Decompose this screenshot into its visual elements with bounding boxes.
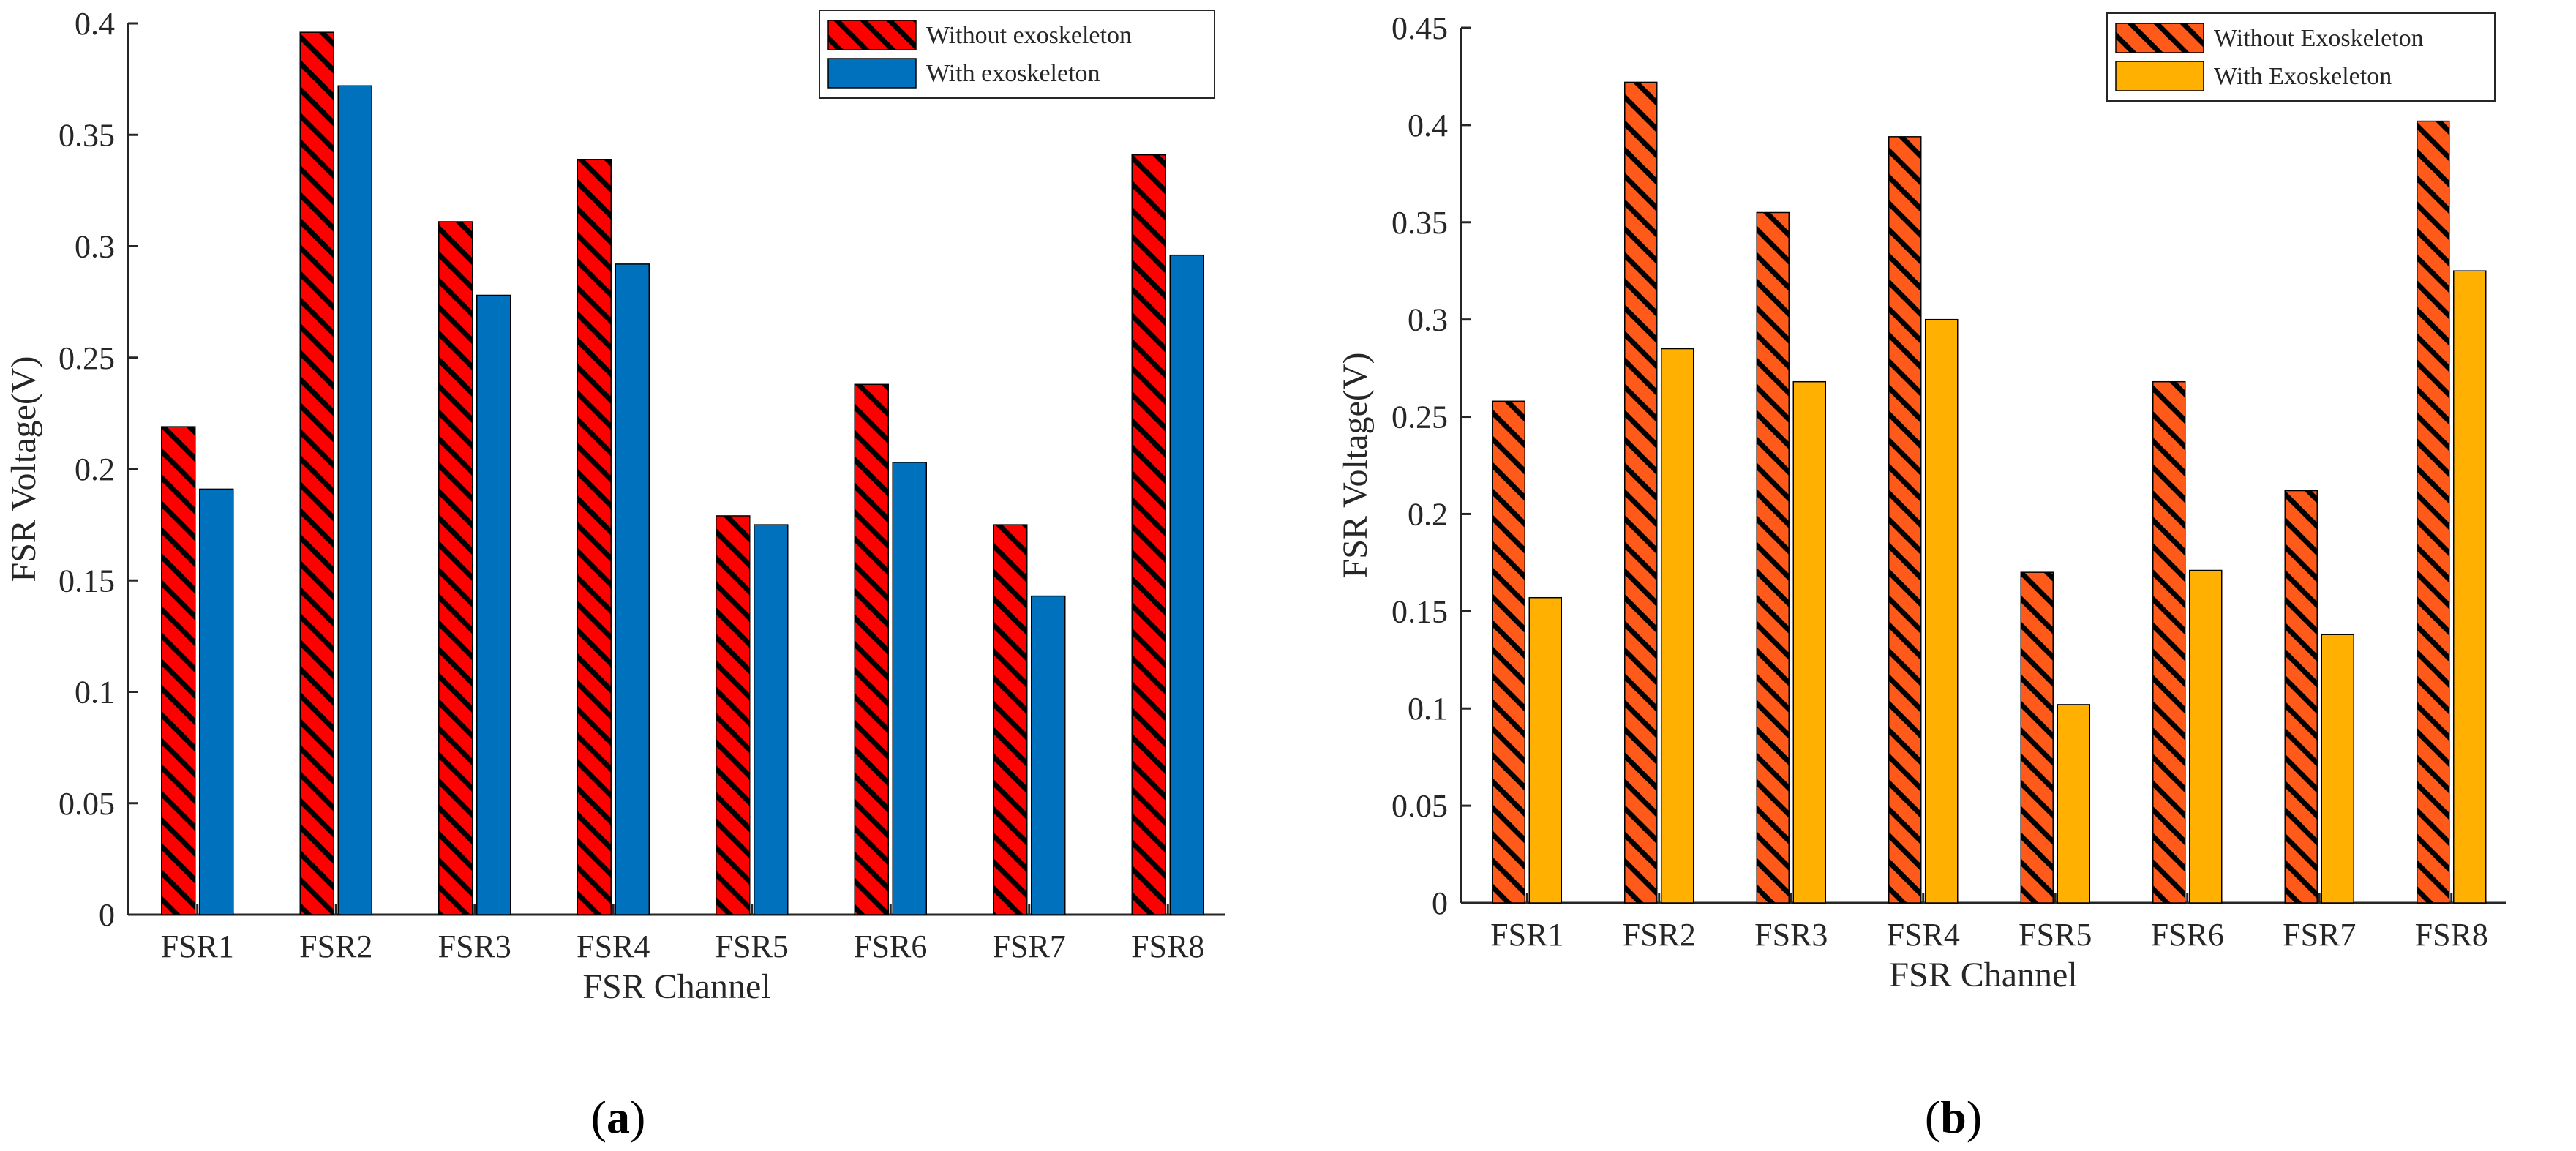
bar-with-exoskeleton <box>199 488 234 915</box>
bar-with-exoskeleton <box>1925 318 1959 904</box>
bar-with-exoskeleton <box>615 263 650 915</box>
x-tick-label: FSR7 <box>993 929 1066 964</box>
y-tick-label: 0.25 <box>1392 400 1448 435</box>
y-tick-label: 0.35 <box>59 117 115 153</box>
x-tick-label: FSR8 <box>2415 917 2488 953</box>
legend-swatch-hatch <box>828 20 916 50</box>
bar-with-exoskeleton <box>2453 270 2487 904</box>
bar-with-exoskeleton <box>754 524 789 915</box>
y-tick-label: 0.1 <box>1408 691 1448 727</box>
y-tick-label: 0.2 <box>1408 496 1448 532</box>
x-axis-title: FSR Channel <box>1889 956 2077 994</box>
y-tick-label: 0.25 <box>59 340 115 376</box>
bar-hatch-overlay <box>855 384 889 915</box>
x-tick-label: FSR1 <box>161 929 234 964</box>
bar-hatch-overlay <box>2152 381 2185 903</box>
y-tick-label: 0.4 <box>1408 108 1448 143</box>
chart-panel-b: 0 0.05 0.1 0.15 0.2 0.25 0.3 0.35 0.4 0.45 FSR1 FSR… <box>1336 10 2506 1143</box>
bar-with-exoskeleton <box>1528 596 1562 904</box>
legend-swatch <box>2115 61 2204 91</box>
x-tick-label: FSR5 <box>716 929 789 964</box>
legend-label: With exoskeleton <box>926 60 1100 87</box>
panel-b-caption-letter: b <box>1940 1091 1967 1143</box>
bar-hatch-overlay <box>1492 401 1525 903</box>
legend-swatch <box>827 58 917 89</box>
y-tick-label: 0.45 <box>1392 10 1448 46</box>
bar-hatch-overlay <box>1132 154 1166 915</box>
y-tick-label: 0.05 <box>59 786 115 822</box>
y-tick-label: 0.05 <box>1392 788 1448 824</box>
x-tick-label: FSR3 <box>1754 917 1828 953</box>
legend: Without exoskeleton With exoskeleton <box>819 10 1215 99</box>
y-tick-label: 0.35 <box>1392 205 1448 241</box>
legend-label: Without exoskeleton <box>926 22 1132 49</box>
bar-with-exoskeleton <box>1169 254 1204 915</box>
bar-hatch-overlay <box>993 525 1027 915</box>
y-tick-label: 0.3 <box>1408 302 1448 338</box>
bar-hatch-overlay <box>577 159 612 915</box>
y-tick-label: 0.4 <box>75 6 115 42</box>
y-axis-title: FSR Voltage(V) <box>4 356 43 582</box>
bar-with-exoskeleton <box>2321 634 2354 904</box>
x-tick-label: FSR7 <box>2283 917 2356 953</box>
x-tick-label: FSR8 <box>1131 929 1204 964</box>
y-tick-label: 0.3 <box>75 229 115 265</box>
bar-hatch-overlay <box>161 427 195 915</box>
y-tick-label: 0 <box>99 897 115 933</box>
x-tick-label: FSR6 <box>2151 917 2224 953</box>
x-tick-label: FSR4 <box>1887 917 1960 953</box>
bar-with-exoskeleton <box>1792 380 1826 904</box>
panel-a-caption: (a) <box>591 1091 646 1143</box>
bar-hatch-overlay <box>1624 82 1657 904</box>
bar-with-exoskeleton <box>2189 569 2223 904</box>
x-tick-label: FSR1 <box>1490 917 1563 953</box>
bar-with-exoskeleton <box>337 85 372 915</box>
legend-swatch-hatch <box>2116 23 2204 53</box>
y-tick-label: 0.2 <box>75 451 115 487</box>
bar-hatch-overlay <box>716 515 750 915</box>
y-tick-label: 0.1 <box>75 675 115 711</box>
bar-with-exoskeleton <box>1031 595 1066 915</box>
bar-hatch-overlay <box>1757 212 1790 903</box>
bar-hatch-overlay <box>438 222 473 915</box>
bar-with-exoskeleton <box>1661 348 1694 904</box>
chart-b-plot: 0 0.05 0.1 0.15 0.2 0.25 0.3 0.35 0.4 0.45 FSR1 FSR… <box>1336 10 2506 994</box>
bar-with-exoskeleton <box>2057 704 2090 904</box>
bar-with-exoskeleton <box>892 462 927 915</box>
x-tick-label: FSR6 <box>854 929 927 964</box>
x-tick-label: FSR2 <box>1623 917 1696 953</box>
bar-hatch-overlay <box>2285 490 2318 903</box>
legend-label: Without Exoskeleton <box>2214 25 2424 52</box>
bar-hatch-overlay <box>300 32 334 915</box>
x-tick-label: FSR4 <box>577 929 650 964</box>
y-tick-label: 0.15 <box>1392 593 1448 629</box>
chart-a-plot: 0 0.05 0.1 0.15 0.2 0.25 0.3 0.35 0.4 FSR1 FSR2 FSR… <box>4 6 1225 1006</box>
legend-label: With Exoskeleton <box>2214 63 2392 90</box>
x-axis-title: FSR Channel <box>582 967 770 1006</box>
bar-hatch-overlay <box>2417 121 2449 903</box>
y-tick-label: 0 <box>1432 885 1448 921</box>
y-axis-title: FSR Voltage(V) <box>1336 353 1375 579</box>
chart-panel-a: 0 0.05 0.1 0.15 0.2 0.25 0.3 0.35 0.4 FSR1 FSR2 FSR… <box>4 6 1225 1143</box>
legend: Without Exoskeleton With Exoskeleton <box>2106 12 2496 102</box>
y-tick-label: 0.15 <box>59 563 115 599</box>
bar-with-exoskeleton <box>476 294 511 915</box>
panel-b-caption: (b) <box>1925 1091 1982 1143</box>
panel-a-caption-letter: a <box>607 1091 630 1143</box>
bar-hatch-overlay <box>1888 136 1921 903</box>
x-tick-label: FSR3 <box>438 929 511 964</box>
x-tick-label: FSR5 <box>2019 917 2092 953</box>
x-tick-label: FSR2 <box>299 929 372 964</box>
bar-hatch-overlay <box>2021 572 2054 903</box>
